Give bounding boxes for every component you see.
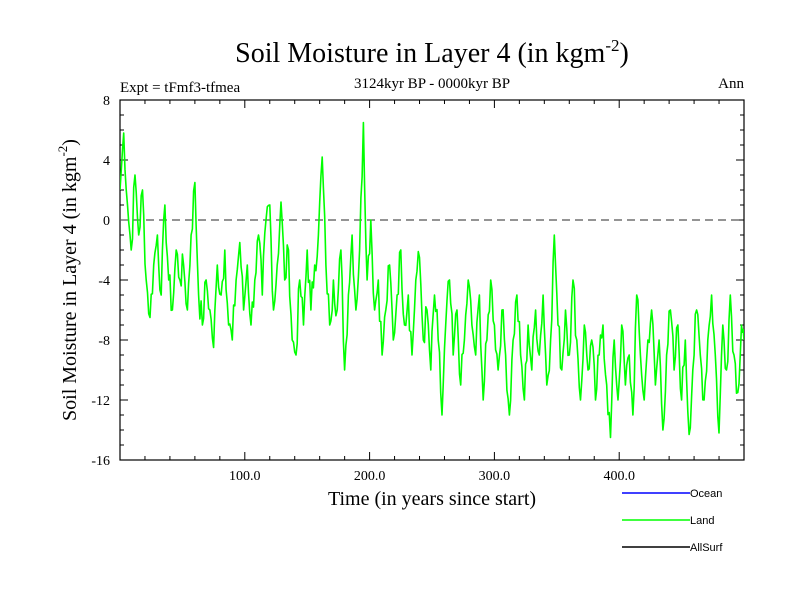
x-tick-label: 100.0 xyxy=(229,469,261,484)
x-axis: 100.0 200.0 300.0 400.0 xyxy=(144,100,720,484)
y-axis: 8 4 0 -4 -8 -12 -16 xyxy=(91,94,744,469)
x-tick-label: 400.0 xyxy=(603,469,635,484)
y-tick-label: -8 xyxy=(98,334,110,349)
y-tick-label: 0 xyxy=(103,214,110,229)
period-label: 3124kyr BP - 0000kyr BP xyxy=(354,76,510,92)
chart-title: Soil Moisture in Layer 4 (in kgm-2) xyxy=(235,36,629,69)
experiment-label: Expt = tFmf3-tfmea xyxy=(120,80,240,96)
y-tick-label: -12 xyxy=(91,394,110,409)
x-tick-label: 300.0 xyxy=(479,469,511,484)
y-tick-label: -16 xyxy=(91,454,110,469)
land-series-line xyxy=(120,121,744,439)
legend-label-allsurf: AllSurf xyxy=(690,542,723,554)
x-tick-label: 200.0 xyxy=(354,469,386,484)
y-tick-label: 4 xyxy=(103,154,110,169)
x-axis-label: Time (in years since start) xyxy=(328,488,536,510)
plot-frame xyxy=(119,99,745,461)
y-tick-label: 8 xyxy=(103,94,110,109)
chart-legend: Ocean Land AllSurf xyxy=(622,488,723,554)
y-tick-label: -4 xyxy=(98,274,110,289)
season-label: Ann xyxy=(718,76,744,92)
legend-label-ocean: Ocean xyxy=(690,488,722,500)
y-axis-label: Soil Moisture in Layer 4 (in kgm-2) xyxy=(55,139,81,421)
legend-label-land: Land xyxy=(690,515,714,527)
